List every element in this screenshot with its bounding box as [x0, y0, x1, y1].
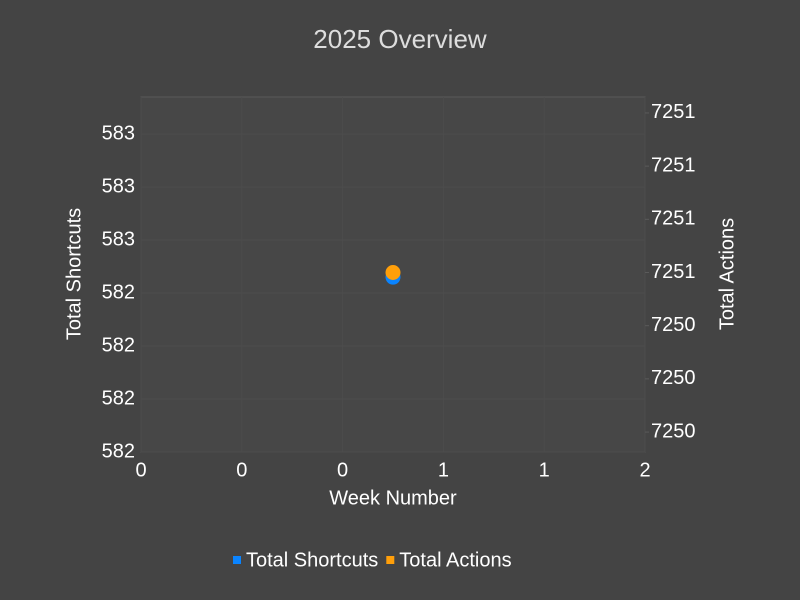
y2-tick-label: 7250 — [651, 314, 696, 336]
y2-tick-label: 7251 — [651, 101, 696, 123]
legend-swatch — [386, 556, 395, 564]
x-tick-label: 1 — [539, 459, 550, 481]
y-tick-label: 583 — [102, 175, 135, 197]
data-point — [385, 265, 401, 281]
x-tick-label: 2 — [639, 459, 650, 481]
y-tick-label: 582 — [102, 387, 135, 409]
x-tick-label: 0 — [337, 459, 348, 481]
y2-axis-label: Total Actions — [716, 218, 738, 330]
legend-swatch — [233, 556, 241, 564]
y2-tick-label: 7250 — [651, 420, 696, 442]
y-tick-label: 582 — [102, 281, 135, 303]
y-tick-label: 583 — [102, 228, 135, 250]
y2-tick-label: 7251 — [651, 154, 696, 176]
x-tick-label: 1 — [438, 459, 449, 481]
legend-label: Total Shortcuts — [246, 549, 378, 571]
y2-tick-label: 7251 — [651, 261, 696, 283]
chart-title: 2025 Overview — [313, 24, 487, 54]
y-tick-label: 582 — [102, 440, 135, 462]
y2-tick-label: 7250 — [651, 367, 696, 389]
y-axis-label: Total Shortcuts — [63, 208, 85, 340]
y-tick-label: 583 — [102, 122, 135, 144]
x-axis-label: Week Number — [329, 487, 457, 509]
legend-label: Total Actions — [399, 549, 511, 571]
x-tick-label: 0 — [135, 459, 146, 481]
y-tick-label: 582 — [102, 334, 135, 356]
x-tick-label: 0 — [236, 459, 247, 481]
y2-tick-label: 7251 — [651, 208, 696, 230]
